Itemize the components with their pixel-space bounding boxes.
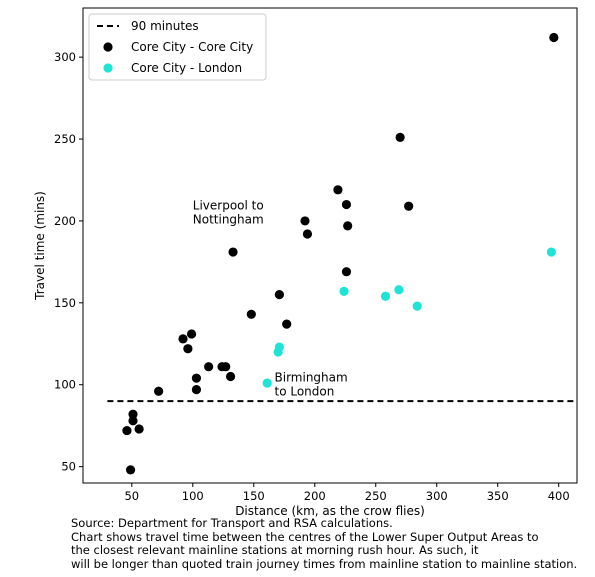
- core-city-point-2: [122, 425, 132, 436]
- legend-entry-90-minutes-label: 90 minutes: [131, 19, 199, 33]
- x-tick-label-300: 300: [426, 489, 448, 503]
- annotation-1-line-2: Nottingham: [193, 212, 264, 226]
- legend: 90 minutes Core City - Core City Core City…: [88, 13, 267, 81]
- core-city-point-14: [221, 362, 231, 372]
- london-point-1: [262, 378, 272, 388]
- london-point-4: [339, 286, 349, 296]
- core-city-point-4: [128, 409, 138, 419]
- note-line-3: the closest relevant mainline stations a…: [71, 543, 479, 557]
- y-tick-label-100: 100: [54, 378, 76, 392]
- core-city-point-15: [225, 371, 236, 382]
- y-axis-title: Travel time (mins): [33, 191, 47, 301]
- london-point-8: [546, 247, 556, 257]
- core-city-point-11: [191, 373, 202, 383]
- legend-entry-core-city-swatch: [103, 42, 113, 52]
- note-line-1: Source: Department for Transport and RSA…: [71, 516, 393, 530]
- legend-entry-london-label: Core City - London: [131, 61, 242, 75]
- core-city-point-9: [186, 329, 197, 339]
- core-city-point-18: [274, 290, 284, 300]
- x-tick-label-200: 200: [304, 489, 326, 503]
- london-point-5: [380, 291, 391, 301]
- core-city-point-7: [178, 334, 188, 344]
- note-line-4: will be longer than quoted train journey…: [71, 556, 578, 571]
- x-tick-label-250: 250: [365, 489, 387, 503]
- core-city-point-1: [125, 465, 136, 475]
- y-tick-label-150: 150: [54, 296, 76, 310]
- x-axis-title: Distance (km, as the crow flies): [235, 504, 425, 518]
- source-note: Source: Department for Transport and RSA…: [71, 516, 591, 571]
- core-city-point-6: [154, 386, 164, 396]
- core-city-point-20: [300, 216, 310, 226]
- core-city-point-24: [341, 199, 352, 210]
- annotation-1-line-1: Liverpool to: [193, 198, 264, 212]
- core-city-point-22: [333, 185, 343, 195]
- y-tick-label-50: 50: [61, 460, 76, 474]
- note-line-2: Chart shows travel time between the cent…: [71, 529, 539, 544]
- x-tick-label-350: 350: [487, 489, 509, 503]
- x-tick-label-50: 50: [124, 489, 139, 503]
- london-point-6: [394, 285, 404, 295]
- plot-frame: [82, 7, 578, 484]
- core-city-point-8: [183, 344, 193, 354]
- core-city-point-17: [246, 309, 256, 319]
- legend-entry-core-city-label: Core City - Core City: [131, 40, 253, 54]
- core-city-point-28: [549, 32, 559, 43]
- x-tick-label-150: 150: [243, 489, 265, 503]
- core-city-point-23: [341, 267, 352, 277]
- core-city-point-16: [228, 247, 238, 257]
- core-city-point-5: [134, 424, 144, 434]
- core-city-point-26: [395, 132, 405, 142]
- annotation-2: Birmingham to London: [275, 370, 348, 398]
- annotation-2-line-1: Birmingham: [275, 370, 348, 384]
- x-tick-label-400: 400: [548, 489, 570, 503]
- core-city-point-27: [404, 201, 414, 211]
- london-point-3: [274, 342, 284, 352]
- core-city-point-12: [204, 362, 214, 372]
- legend-entry-london-swatch: [103, 63, 113, 73]
- y-tick-label-300: 300: [54, 50, 76, 64]
- core-city-point-19: [282, 319, 292, 329]
- core-city-point-21: [302, 229, 313, 239]
- core-city-point-3: [128, 416, 138, 426]
- x-tick-label-100: 100: [182, 489, 204, 503]
- core-city-point-10: [191, 385, 202, 395]
- legend-box: [88, 13, 267, 81]
- london-point-7: [412, 301, 422, 311]
- y-tick-label-200: 200: [54, 214, 76, 228]
- annotation-1: Liverpool to Nottingham: [193, 198, 264, 226]
- y-tick-label-250: 250: [54, 132, 76, 146]
- annotation-2-line-2: to London: [275, 384, 335, 398]
- core-city-point-25: [343, 221, 353, 231]
